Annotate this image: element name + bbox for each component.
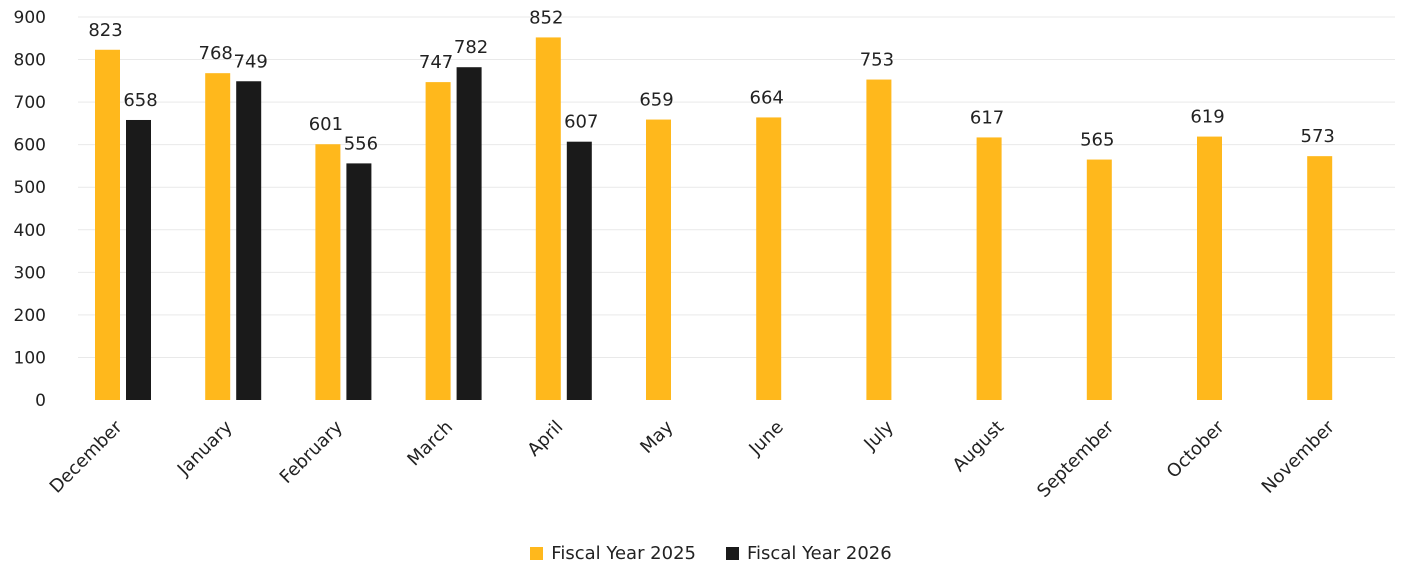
legend-item-fy2026: Fiscal Year 2026 xyxy=(726,543,892,564)
x-tick-label-december: December xyxy=(46,416,127,497)
y-axis: 0 100 200 300 400 500 600 700 800 900 xyxy=(14,8,46,411)
data-label: 664 xyxy=(750,87,784,108)
legend-label-fy2026: Fiscal Year 2026 xyxy=(747,542,892,564)
data-label: 852 xyxy=(529,7,563,28)
y-tick-label: 400 xyxy=(14,221,46,241)
y-tick-label: 600 xyxy=(14,136,46,156)
data-label: 573 xyxy=(1301,126,1335,147)
x-tick-label-january: January xyxy=(173,416,237,480)
bar-fy2025-may xyxy=(646,119,671,400)
data-label: 607 xyxy=(564,112,598,133)
x-tick-label-june: June xyxy=(744,417,787,460)
bar-fy2025-june xyxy=(756,117,782,400)
x-tick-label-july: July xyxy=(859,416,898,455)
bar-fy2026-december xyxy=(126,119,151,401)
x-tick-label-october: October xyxy=(1163,416,1229,482)
y-tick-label: 900 xyxy=(14,8,46,28)
y-tick-label: 300 xyxy=(14,263,46,283)
legend: Fiscal Year 2025 Fiscal Year 2026 xyxy=(0,538,1422,568)
y-tick-label: 100 xyxy=(14,348,46,368)
y-tick-label: 200 xyxy=(14,306,46,326)
bar-fy2025-february xyxy=(315,144,341,400)
data-label: 753 xyxy=(860,50,894,71)
y-tick-label: 700 xyxy=(14,93,46,113)
data-label: 768 xyxy=(199,43,233,64)
x-tick-label-may: May xyxy=(636,416,677,457)
bar-fy2025-april xyxy=(535,37,561,400)
bar-fy2026-april xyxy=(566,141,592,400)
y-tick-label: 0 xyxy=(35,391,46,411)
bar-fy2025-november xyxy=(1307,156,1333,400)
legend-label-fy2025: Fiscal Year 2025 xyxy=(551,542,696,564)
data-label: 658 xyxy=(123,90,157,111)
data-label: 601 xyxy=(309,114,343,135)
bar-fy2025-august xyxy=(976,137,1002,400)
data-label: 565 xyxy=(1080,130,1114,151)
y-tick-label: 500 xyxy=(14,178,46,198)
x-axis: December January February March April May June… xyxy=(46,416,1339,502)
data-label: 659 xyxy=(639,90,673,111)
bar-fy2026-march xyxy=(456,67,482,401)
bar-fy2025-september xyxy=(1086,159,1112,400)
data-label: 749 xyxy=(234,51,268,72)
bar-fy2025-october xyxy=(1197,136,1222,400)
x-tick-label-march: March xyxy=(403,417,457,471)
x-tick-label-february: February xyxy=(276,416,347,487)
bars xyxy=(95,37,1333,401)
bar-fy2026-february xyxy=(346,163,372,400)
data-label: 619 xyxy=(1190,107,1224,128)
data-label: 823 xyxy=(88,20,122,41)
data-label: 617 xyxy=(970,107,1004,128)
x-tick-label-august: August xyxy=(949,417,1008,476)
data-label: 782 xyxy=(454,37,488,58)
x-tick-label-september: September xyxy=(1033,416,1119,502)
bar-fy2025-january xyxy=(205,73,231,400)
y-tick-label: 800 xyxy=(14,51,46,71)
bar-fy2025-march xyxy=(425,82,451,401)
bar-fy2026-january xyxy=(236,81,262,401)
legend-item-fy2025: Fiscal Year 2025 xyxy=(530,543,696,564)
data-label: 747 xyxy=(419,52,453,73)
legend-swatch-fy2025 xyxy=(530,546,544,560)
data-label: 556 xyxy=(344,133,378,154)
x-tick-label-april: April xyxy=(523,417,567,461)
x-tick-label-november: November xyxy=(1258,416,1339,497)
gridlines xyxy=(78,16,1395,358)
bar-fy2025-july xyxy=(866,79,892,400)
legend-swatch-fy2026 xyxy=(726,546,739,560)
bar-fy2025-december xyxy=(95,49,120,401)
